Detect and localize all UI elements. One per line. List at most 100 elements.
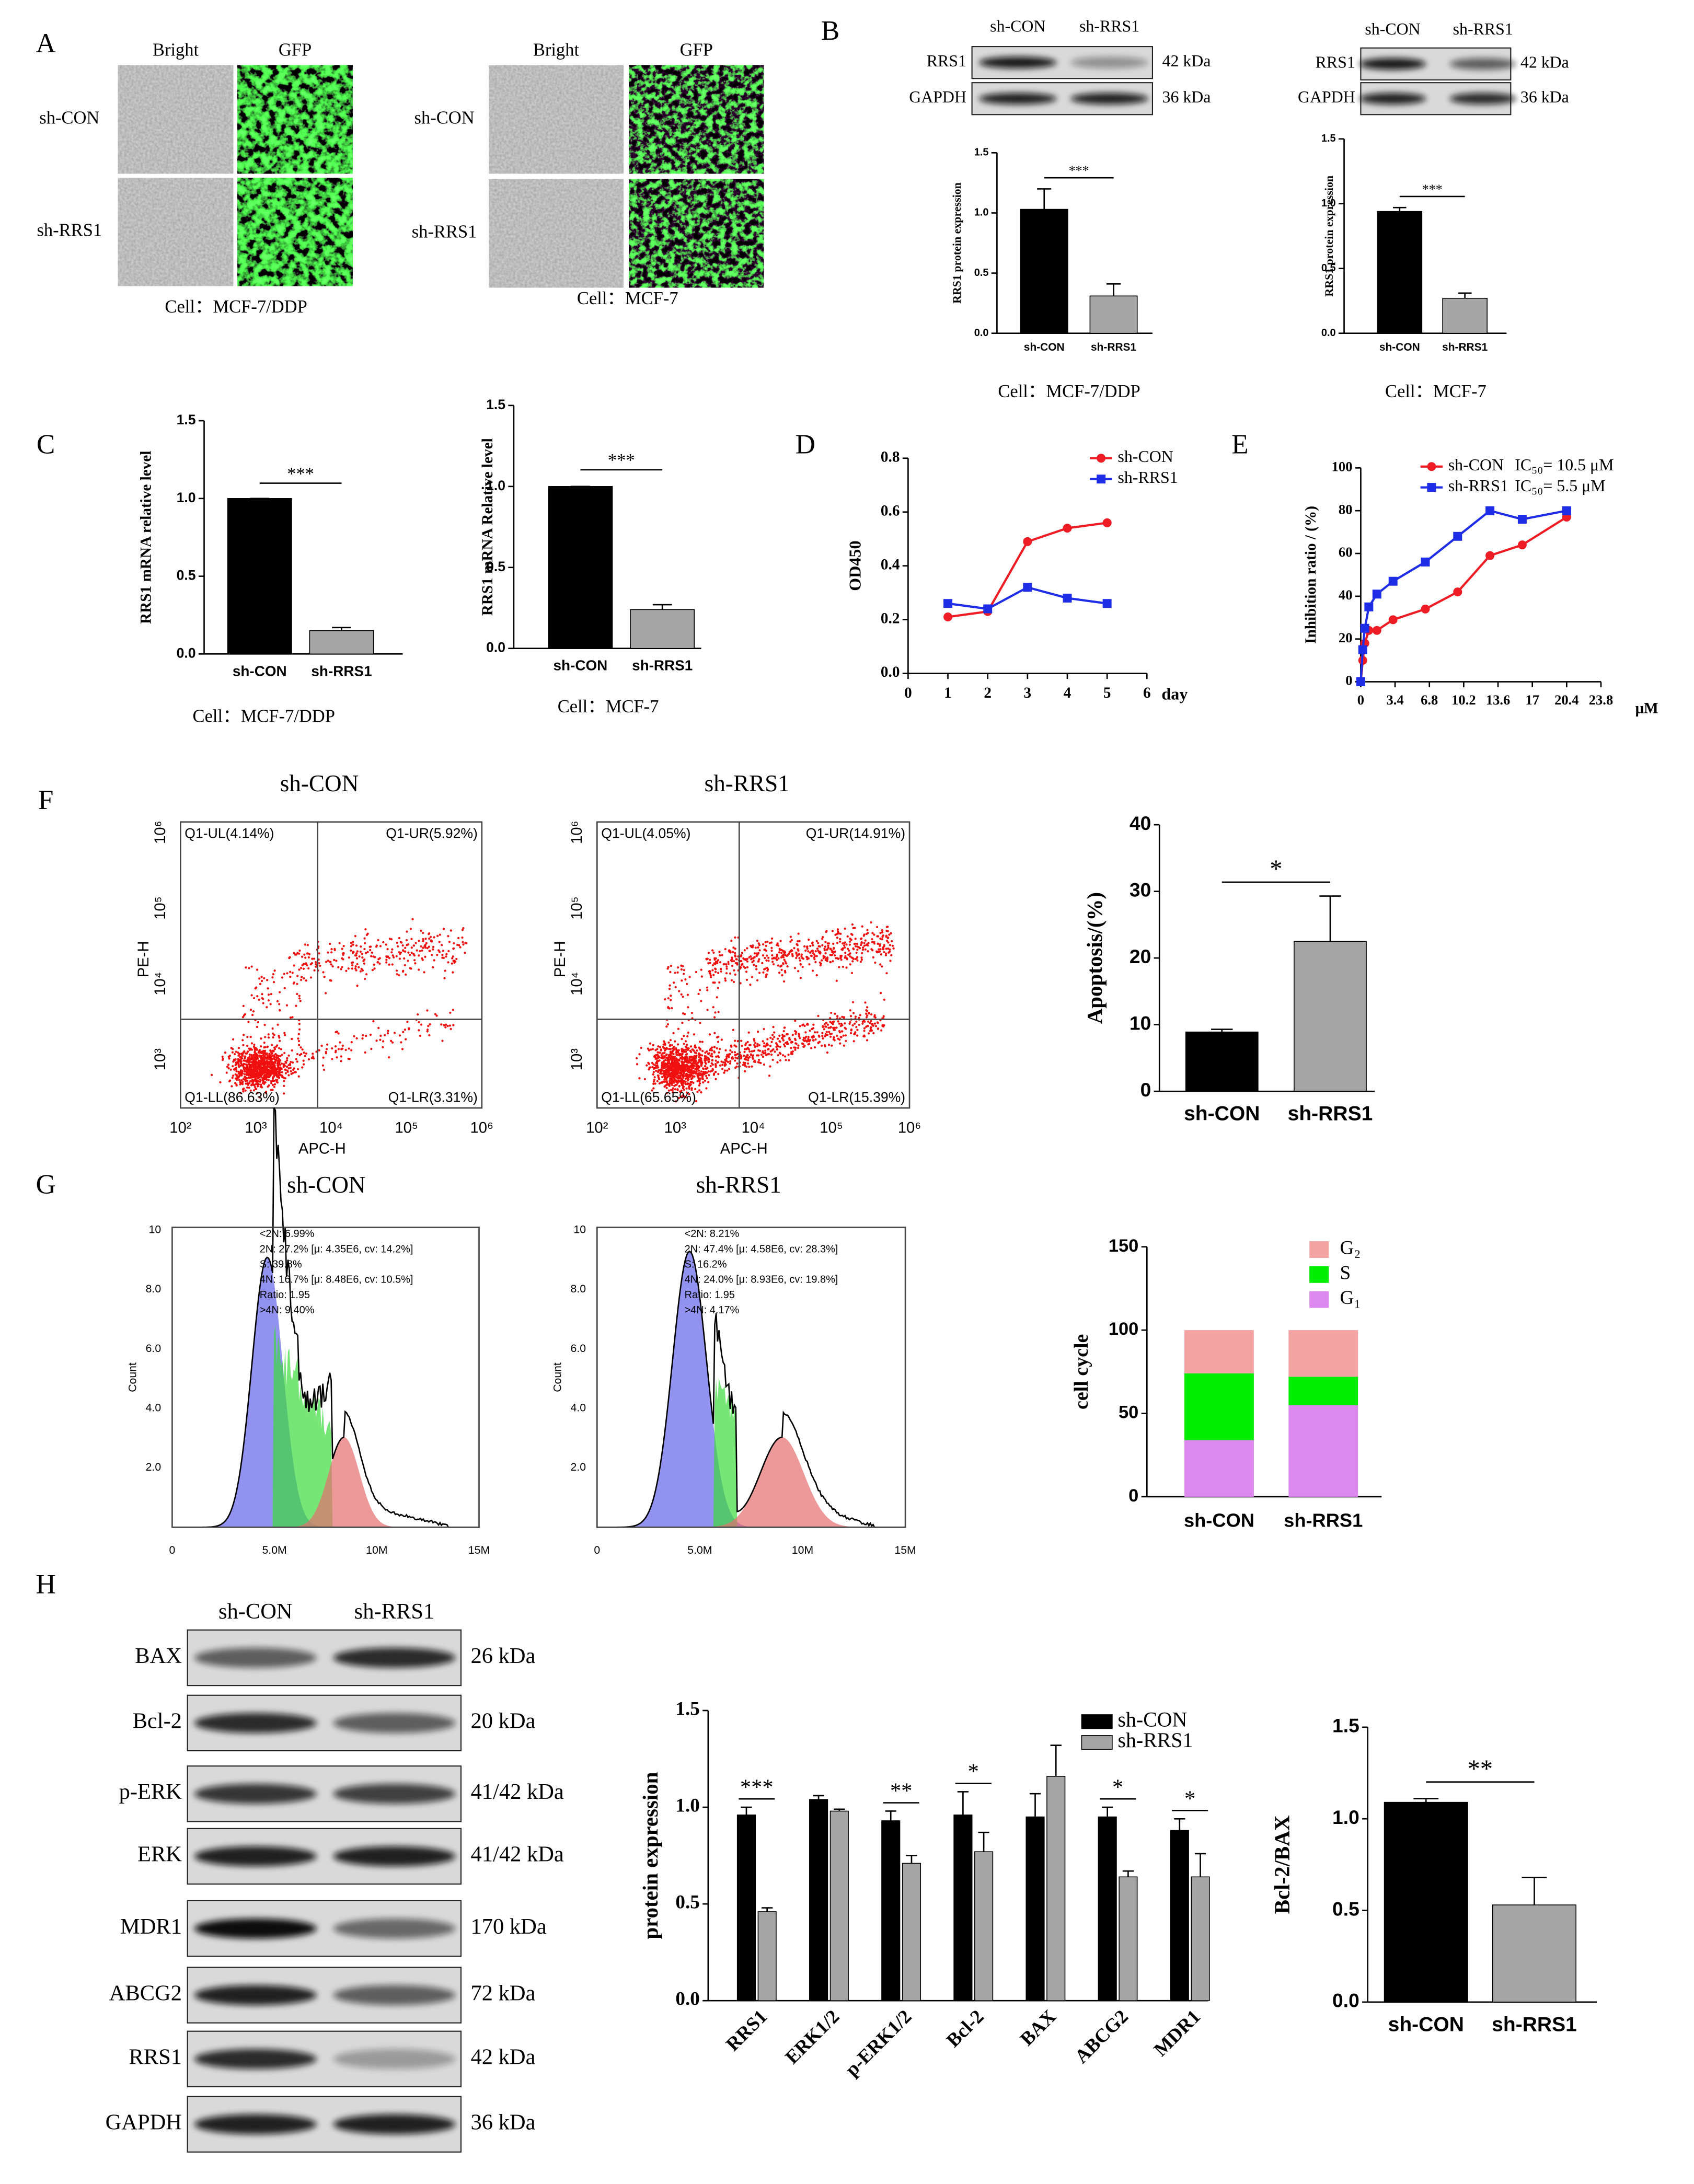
event-dot xyxy=(721,1064,724,1066)
event-dot xyxy=(278,1059,281,1061)
event-dot xyxy=(356,985,359,987)
event-dot xyxy=(272,1032,274,1035)
event-dot xyxy=(249,1074,252,1077)
event-dot xyxy=(404,946,407,949)
event-dot xyxy=(315,963,317,966)
event-dot xyxy=(707,1060,710,1064)
event-dot xyxy=(235,1050,237,1053)
event-dot xyxy=(424,938,427,940)
event-dot xyxy=(311,957,314,960)
x-tick-label: sh-CON xyxy=(554,657,608,674)
caption: Cell：MCF-7 xyxy=(558,697,659,717)
event-dot xyxy=(312,1057,315,1060)
marker xyxy=(1421,557,1430,567)
event-dot xyxy=(866,929,869,931)
event-dot xyxy=(324,992,327,995)
event-dot xyxy=(252,1089,256,1092)
event-dot xyxy=(810,1047,813,1049)
event-dot xyxy=(461,929,464,931)
event-dot xyxy=(283,987,286,990)
event-dot xyxy=(247,1021,250,1023)
event-dot xyxy=(671,1065,674,1067)
event-dot xyxy=(276,1060,279,1063)
event-dot xyxy=(305,1052,308,1055)
caption: Cell：MCF-7 xyxy=(577,288,678,308)
marker xyxy=(943,612,953,621)
event-dot xyxy=(403,957,406,960)
stats-line: 4N: 24.0% [μ: 8.93E6, cv: 19.8%] xyxy=(685,1274,838,1286)
event-dot xyxy=(340,1060,342,1062)
event-dot xyxy=(237,1072,240,1075)
event-dot xyxy=(246,1079,249,1082)
event-dot xyxy=(706,1009,709,1011)
event-dot xyxy=(298,997,301,1000)
event-dot xyxy=(262,1081,265,1083)
event-dot xyxy=(758,958,760,961)
marker xyxy=(1063,593,1072,603)
event-dot xyxy=(729,1049,732,1052)
event-dot xyxy=(812,1027,815,1030)
event-dot xyxy=(889,960,892,962)
event-dot xyxy=(885,952,888,955)
event-dot xyxy=(672,1075,675,1078)
blot-band xyxy=(1449,93,1516,105)
event-dot xyxy=(443,1024,445,1026)
event-dot xyxy=(273,1083,276,1085)
event-dot xyxy=(736,1062,739,1065)
event-dot xyxy=(836,1015,839,1018)
event-dot xyxy=(851,923,854,926)
y-tick-label: 0.5 xyxy=(1332,1898,1359,1920)
event-dot xyxy=(354,967,357,970)
bar xyxy=(1185,1031,1259,1092)
quadrant-label: Q1-LL(65.65%) xyxy=(601,1089,696,1105)
event-dot xyxy=(283,1051,286,1054)
event-dot xyxy=(824,945,827,948)
event-dot xyxy=(256,995,259,998)
event-dot xyxy=(246,1086,249,1089)
blot-band xyxy=(333,2114,456,2134)
event-dot xyxy=(437,949,440,952)
event-dot xyxy=(361,953,363,955)
size-label: 36 kDa xyxy=(471,2110,536,2134)
event-dot xyxy=(799,977,802,979)
event-dot xyxy=(252,1010,255,1013)
event-dot xyxy=(657,1069,660,1072)
blot-band xyxy=(333,1918,456,1939)
event-dot xyxy=(866,1006,869,1009)
event-dot xyxy=(814,950,817,953)
event-dot xyxy=(266,1070,268,1073)
marker xyxy=(1372,590,1381,599)
event-dot xyxy=(709,958,711,961)
blot-band xyxy=(194,1918,317,1939)
event-dot xyxy=(340,1048,343,1050)
event-dot xyxy=(682,1073,684,1076)
event-dot xyxy=(815,940,818,942)
event-dot xyxy=(665,1087,668,1089)
event-dot xyxy=(426,947,429,950)
event-dot xyxy=(734,955,737,958)
y-tick-label: 10 xyxy=(573,1223,586,1235)
event-dot xyxy=(795,1043,798,1045)
event-dot xyxy=(752,1049,755,1053)
event-dot xyxy=(278,1062,280,1065)
event-dot xyxy=(241,1082,244,1085)
column-label: GFP xyxy=(279,40,312,60)
event-dot xyxy=(339,1041,341,1044)
event-dot xyxy=(788,1059,790,1061)
event-dot xyxy=(221,1059,224,1061)
event-dot xyxy=(663,1076,666,1079)
event-dot xyxy=(883,998,885,1001)
event-dot xyxy=(842,1034,845,1037)
event-dot xyxy=(291,1037,293,1041)
event-dot xyxy=(321,1064,324,1067)
event-dot xyxy=(295,1004,297,1007)
event-dot xyxy=(233,1068,235,1071)
event-dot xyxy=(869,1028,872,1031)
event-dot xyxy=(836,933,838,935)
event-dot xyxy=(267,999,270,1002)
event-dot xyxy=(423,971,425,974)
event-dot xyxy=(356,963,359,966)
event-dot xyxy=(385,961,388,964)
event-dot xyxy=(750,955,752,958)
event-dot xyxy=(298,949,301,952)
